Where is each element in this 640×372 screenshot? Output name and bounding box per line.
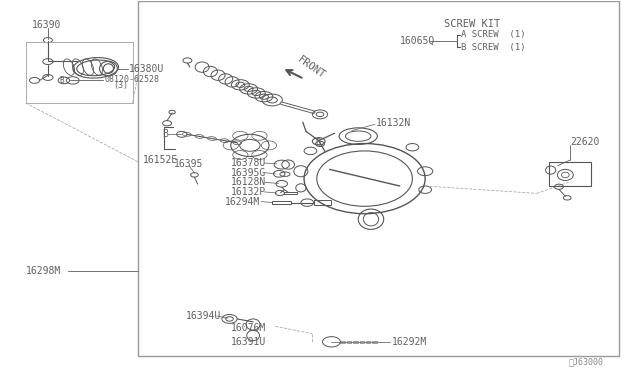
Bar [347, 341, 351, 343]
Text: 16395G: 16395G [231, 168, 266, 178]
Bar [272, 201, 291, 205]
Bar [138, 1, 620, 356]
Text: 16132N: 16132N [376, 118, 412, 128]
Text: 16294M: 16294M [225, 196, 260, 206]
Text: 16065Q: 16065Q [399, 36, 435, 46]
Bar [284, 192, 297, 194]
Text: 16394U: 16394U [186, 311, 221, 321]
Text: 16132P: 16132P [231, 187, 266, 197]
Text: 16380U: 16380U [129, 64, 164, 74]
Text: 16298M: 16298M [26, 266, 61, 276]
Text: B: B [315, 138, 320, 147]
Bar [366, 341, 371, 343]
Bar [26, 42, 132, 103]
Text: B: B [163, 129, 168, 139]
Text: SCREW KIT: SCREW KIT [444, 19, 500, 29]
Bar [353, 341, 358, 343]
Text: B: B [59, 76, 63, 85]
Text: (3): (3) [113, 81, 128, 90]
Bar [314, 201, 332, 205]
Text: B SCREW  (1): B SCREW (1) [461, 43, 526, 52]
Text: 16152E: 16152E [143, 155, 178, 165]
Text: ⩣J63000: ⩣J63000 [568, 357, 604, 366]
Bar [549, 162, 591, 186]
Bar [360, 341, 364, 343]
Text: 16292M: 16292M [392, 337, 428, 347]
Text: 16378U: 16378U [231, 158, 266, 168]
Text: 16076M: 16076M [231, 323, 266, 333]
Text: 16391U: 16391U [231, 337, 266, 347]
Text: 22620: 22620 [570, 137, 600, 147]
Text: FRONT: FRONT [296, 54, 327, 80]
Text: 16128N: 16128N [231, 177, 266, 187]
Bar [372, 341, 377, 343]
Bar [340, 341, 345, 343]
Text: 16390: 16390 [32, 20, 61, 31]
Text: 08120-62528: 08120-62528 [104, 75, 159, 84]
Text: A SCREW  (1): A SCREW (1) [461, 30, 526, 39]
Text: 16395: 16395 [173, 159, 203, 169]
